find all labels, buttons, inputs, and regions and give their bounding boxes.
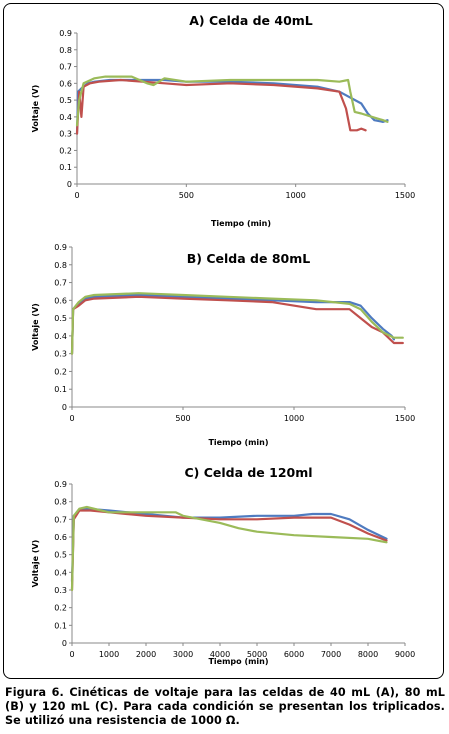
y-tick-label: 0.9: [59, 29, 72, 38]
x-tick-label: 1000: [99, 650, 119, 659]
series-line-blue: [70, 293, 395, 355]
y-tick-label: 0.9: [54, 480, 67, 489]
figure-frame: [3, 3, 444, 679]
series-line-green: [75, 75, 389, 127]
series-line-red: [75, 78, 367, 135]
x-tick-label: 5000: [247, 650, 267, 659]
y-tick-label: 0.9: [54, 243, 67, 252]
x-tick-label: 1500: [395, 414, 415, 423]
x-tick-label: 0: [69, 650, 74, 659]
series-line-red: [70, 509, 388, 592]
y-tick-label: 0.8: [59, 46, 72, 55]
y-tick-label: 0.1: [54, 385, 67, 394]
y-tick-label: 0.2: [59, 146, 72, 155]
x-tick-label: 500: [175, 414, 190, 423]
chart-title: B) Celda de 80mL: [187, 251, 310, 266]
x-axis-label: Tiempo (min): [208, 438, 268, 447]
y-axis-label: Voltaje (V): [31, 85, 40, 133]
y-tick-label: 0: [62, 403, 67, 412]
x-axis-label: Tiempo (min): [208, 657, 268, 666]
y-tick-label: 0.4: [59, 113, 72, 122]
y-tick-label: 0.4: [54, 332, 67, 341]
y-axis-label: Voltaje (V): [31, 303, 40, 351]
y-tick-label: 0.7: [54, 279, 67, 288]
y-tick-label: 0.1: [59, 163, 72, 172]
chart-title: C) Celda de 120ml: [184, 465, 312, 480]
y-tick-label: 0.1: [54, 621, 67, 630]
y-axis-label: Voltaje (V): [31, 540, 40, 588]
y-tick-label: 0.3: [54, 586, 67, 595]
y-tick-label: 0.3: [54, 350, 67, 359]
y-tick-label: 0.6: [54, 533, 67, 542]
series-line-blue: [75, 78, 389, 135]
y-tick-label: 0.6: [54, 296, 67, 305]
chart-2: B) Celda de 80mL 0 0.1 0.2 0.3 0.4 0.5 0.6 0.7 0.…: [31, 243, 415, 447]
y-tick-label: 0.8: [54, 261, 67, 270]
chart-title: A) Celda de 40mL: [189, 13, 313, 28]
y-tick-label: 0.7: [59, 63, 72, 72]
y-tick-label: 0.8: [54, 498, 67, 507]
y-tick-label: 0.5: [59, 96, 72, 105]
x-tick-label: 1000: [284, 414, 304, 423]
x-tick-label: 4000: [210, 650, 230, 659]
y-tick-label: 0.3: [59, 130, 72, 139]
x-tick-label: 6000: [284, 650, 304, 659]
x-tick-label: 0: [69, 414, 74, 423]
y-tick-label: 0.2: [54, 604, 67, 613]
x-tick-label: 8000: [358, 650, 378, 659]
y-tick-label: 0: [62, 639, 67, 648]
x-tick-label: 7000: [321, 650, 341, 659]
y-tick-label: 0: [67, 180, 72, 189]
chart-3: C) Celda de 120ml 0 0.1 0.2 0.3 0.4 0.5 0.6 0.7 0…: [31, 465, 415, 666]
y-tick-label: 0.5: [54, 551, 67, 560]
y-tick-label: 0.6: [59, 79, 72, 88]
y-tick-label: 0.7: [54, 515, 67, 524]
y-tick-label: 0.2: [54, 367, 67, 376]
x-axis-label: Tiempo (min): [211, 219, 271, 228]
x-tick-label: 3000: [173, 650, 193, 659]
series-line-red: [70, 295, 404, 355]
x-tick-label: 1500: [395, 191, 415, 200]
series-line-green: [70, 292, 404, 355]
figure-caption: Figura 6. Cinéticas de voltaje para las …: [5, 686, 445, 727]
chart-1: A) Celda de 40mL 0 0.1 0.2 0.3 0.4 0.5 0.6 0.7 0.…: [31, 13, 415, 228]
series-line-green: [70, 505, 388, 592]
x-tick-label: 2000: [136, 650, 156, 659]
y-tick-label: 0.5: [54, 314, 67, 323]
x-tick-label: 9000: [395, 650, 415, 659]
x-tick-label: 500: [179, 191, 194, 200]
x-tick-label: 0: [74, 191, 79, 200]
x-tick-label: 1000: [285, 191, 305, 200]
y-tick-label: 0.4: [54, 568, 67, 577]
